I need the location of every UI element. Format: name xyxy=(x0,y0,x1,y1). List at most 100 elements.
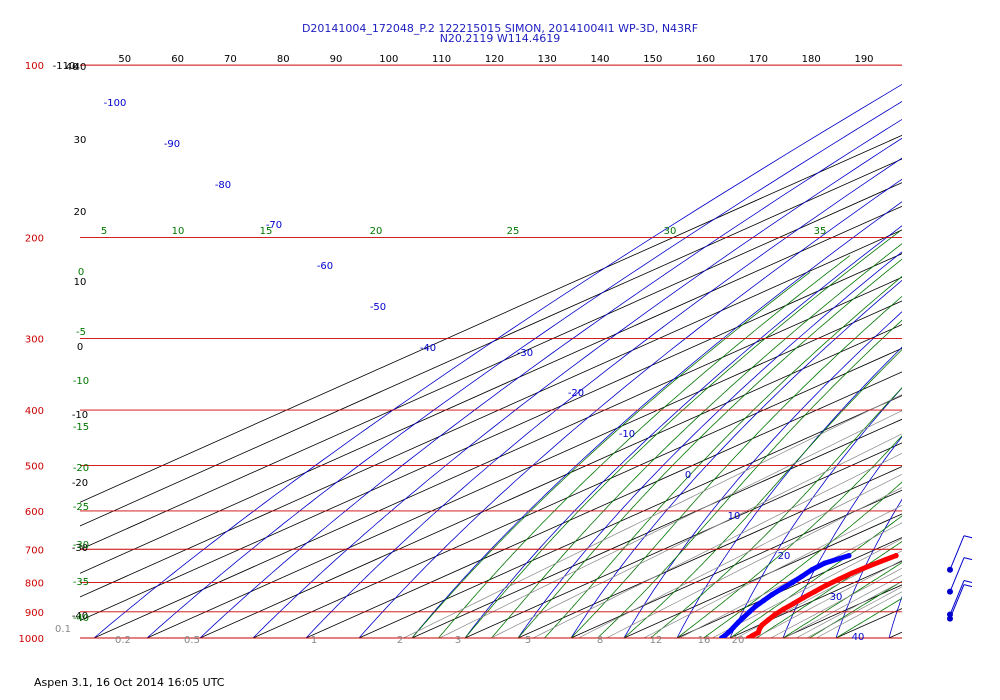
profiles xyxy=(718,553,899,638)
mixing-ratio-line xyxy=(533,452,902,638)
moist-adiabat-label: 0 xyxy=(78,267,84,278)
temperature-point xyxy=(882,557,888,563)
temperature-point xyxy=(801,595,807,601)
isotherm-line xyxy=(517,466,902,638)
dewpoint-point xyxy=(746,609,753,615)
mixing-ratio-line xyxy=(735,550,902,638)
temperature-point xyxy=(745,635,752,638)
chart-title: D20141004_172048_P.2 122215015 SIMON, 20… xyxy=(301,22,699,35)
mixing-ratio-label: 5 xyxy=(525,635,531,646)
temperature-point xyxy=(849,570,855,576)
dewpoint-point xyxy=(718,635,725,638)
isotherm-label: -10 xyxy=(72,410,88,421)
moist-adiabat-line xyxy=(756,540,902,638)
dewpoint-point xyxy=(789,579,796,586)
dry-adiabat-line xyxy=(676,346,902,638)
top-tick-label: 60 xyxy=(171,54,184,65)
top-tick-label: 80 xyxy=(277,54,290,65)
isotherm-label: 30 xyxy=(74,135,87,146)
mixing-ratio-line xyxy=(712,538,902,638)
mixing-ratio-label: 3 xyxy=(455,635,461,646)
dewpoint-point xyxy=(741,614,747,620)
isotherm-line xyxy=(80,134,902,503)
top-tick-label: 160 xyxy=(696,54,715,65)
top-tick-label: 110 xyxy=(432,54,451,65)
dewpoint-point xyxy=(761,597,767,604)
isotherm-line xyxy=(252,347,902,638)
wind-barb-feather xyxy=(963,580,973,584)
mixing-ratio-label: 16 xyxy=(698,635,711,646)
moist-adiabat-line xyxy=(809,580,902,638)
dry-adiabat-line xyxy=(623,311,902,638)
dry-adiabat-line xyxy=(93,83,902,638)
top-tick-label: 50 xyxy=(118,54,131,65)
moist-adiabat-line xyxy=(597,319,902,638)
mixing-ratio-label: 0.1 xyxy=(55,624,71,635)
moist-adiabat-label: 30 xyxy=(664,226,677,237)
moist-adiabat-line xyxy=(835,597,902,638)
pressure-tick-label: 100 xyxy=(25,61,44,72)
moist-adiabat-label: -35 xyxy=(73,577,89,588)
isotherm-line xyxy=(942,65,1000,638)
wind-barb-feather xyxy=(963,584,973,588)
dry-adiabat-line xyxy=(835,498,902,638)
mixing-ratio-line xyxy=(806,586,902,638)
isotherm-line xyxy=(835,608,902,638)
wind-barb-feather xyxy=(963,557,973,561)
wind-barb-feather xyxy=(963,535,973,539)
footer-text: Aspen 3.1, 16 Oct 2014 16:05 UTC xyxy=(34,676,225,689)
mixing-ratio-label: 0.5 xyxy=(184,635,200,646)
dry-adiabat-line xyxy=(517,251,902,638)
moist-adiabat-label: 15 xyxy=(260,226,273,237)
top-tick-label: -110 xyxy=(53,61,76,72)
moist-adiabat-line xyxy=(703,481,902,638)
isotherm-line xyxy=(305,371,902,638)
mixing-ratio-line xyxy=(754,559,902,638)
top-tick-label: 140 xyxy=(590,54,609,65)
dry-adiabat-label: -100 xyxy=(104,98,127,109)
mixing-ratio-line xyxy=(439,410,902,638)
mixing-ratio-label: 0.2 xyxy=(115,635,131,646)
mixing-ratio-line xyxy=(770,567,902,638)
pressure-tick-label: 600 xyxy=(25,507,44,518)
moist-adiabat-line xyxy=(491,243,902,638)
moist-adiabat-line xyxy=(517,258,902,638)
isotherm-line xyxy=(80,182,902,551)
dewpoint-point xyxy=(809,567,815,573)
isotherm-line xyxy=(888,631,902,638)
wind-barb-staff xyxy=(949,535,965,570)
dry-adiabat-line xyxy=(252,137,902,638)
isotherm-line xyxy=(146,300,902,638)
dry-adiabat-line xyxy=(305,157,902,638)
dewpoint-point xyxy=(753,603,759,609)
wind-barb-staff xyxy=(949,557,965,592)
dry-adiabat-label: -60 xyxy=(317,261,333,272)
moist-adiabat-line xyxy=(544,275,902,638)
wind-barb-staff xyxy=(949,584,965,619)
mixing-ratio-label: 8 xyxy=(597,635,603,646)
isotherm-label: -20 xyxy=(72,478,88,489)
dry-adiabat-label: -90 xyxy=(164,139,180,150)
isotherm-line xyxy=(358,395,902,638)
pressure-tick-label: 800 xyxy=(25,578,44,589)
dry-adiabat-line xyxy=(995,65,1000,638)
moist-adiabat-line xyxy=(438,255,851,638)
moist-adiabat-label: -20 xyxy=(73,463,89,474)
dry-adiabat-label: -50 xyxy=(370,302,386,313)
dry-adiabat-label: 20 xyxy=(778,551,791,562)
temperature-point xyxy=(791,600,797,607)
dewpoint-point xyxy=(726,629,732,635)
moist-adiabat-line xyxy=(650,387,902,638)
temperature-point xyxy=(893,553,899,559)
temperature-point xyxy=(812,589,818,595)
moist-adiabat-line xyxy=(676,435,902,638)
dewpoint-point xyxy=(769,592,775,598)
isotherm-line xyxy=(676,537,902,638)
moist-adiabat-line xyxy=(570,295,902,638)
isotherm-label: 40 xyxy=(74,62,87,73)
isotherm-line xyxy=(80,205,902,574)
pressure-tick-label: 700 xyxy=(25,545,44,556)
pressure-tick-label: 500 xyxy=(25,462,44,473)
moist-adiabat-label: -25 xyxy=(73,502,89,513)
